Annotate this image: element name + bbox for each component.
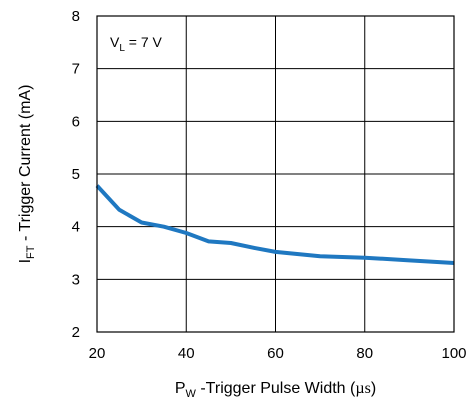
- series-lines: [95, 184, 455, 265]
- series-line-0: [95, 184, 455, 265]
- x-axis-label-rest: -Trigger Pulse Width (: [196, 380, 356, 397]
- y-axis-label: IFT - Trigger Current (mA): [17, 85, 37, 264]
- plot-frame: [96, 15, 455, 333]
- x-tick-label-4: 100: [441, 345, 466, 362]
- y-tick-label-4: 6: [72, 113, 80, 130]
- y-tick-label-0: 2: [72, 324, 80, 341]
- y-tick-labels: 2 3 4 5 6 7 8: [72, 8, 80, 341]
- y-axis-label-sub: FT: [25, 245, 37, 259]
- y-tick-label-3: 5: [72, 166, 80, 183]
- annotation-background: [102, 28, 184, 56]
- grid-lines: [97, 16, 454, 332]
- y-tick-label-1: 3: [72, 271, 80, 288]
- x-axis-label-sub: W: [186, 388, 197, 400]
- x-tick-label-1: 40: [178, 345, 195, 362]
- y-tick-label-5: 7: [72, 61, 80, 78]
- annotation-rest: = 7 V: [125, 34, 163, 50]
- x-tick-labels: 20 40 60 80 100: [89, 345, 467, 362]
- y-tick-label-2: 4: [72, 219, 80, 236]
- x-tick-label-0: 20: [89, 345, 106, 362]
- y-axis-label-main: I: [17, 259, 34, 263]
- x-axis-label-main: P: [175, 380, 186, 397]
- x-tick-label-3: 80: [356, 345, 373, 362]
- x-axis-label: PW -Trigger Pulse Width (µs): [175, 380, 376, 400]
- y-tick-label-6: 8: [72, 8, 80, 25]
- annotation-text: VL = 7 V: [110, 34, 163, 54]
- annotation-main: V: [110, 34, 120, 50]
- annotation-sub: L: [119, 43, 125, 54]
- x-tick-label-2: 60: [267, 345, 284, 362]
- x-axis-label-unit: µs: [355, 380, 370, 397]
- x-axis-label-close: ): [371, 380, 376, 397]
- y-axis-label-rest: - Trigger Current (mA): [17, 85, 34, 246]
